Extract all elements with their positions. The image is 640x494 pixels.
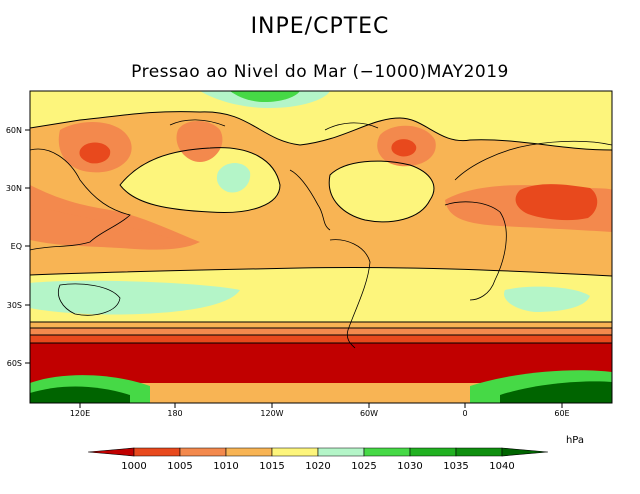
field-south-subtrop-1020-west — [30, 280, 240, 315]
legend-swatch — [501, 447, 549, 457]
lon-label: 120E — [70, 409, 90, 418]
legend-label: 1025 — [351, 461, 376, 472]
field-azores-high — [329, 161, 434, 222]
map-frame — [29, 90, 613, 404]
field-south-band-1010-1015 — [30, 322, 612, 328]
field-east-asia-low-core — [79, 142, 111, 164]
lat-label: 30S — [7, 301, 22, 310]
field-antarctic-high-west-core — [30, 386, 130, 403]
lon-label: 180 — [167, 409, 182, 418]
lat-label: EQ — [11, 242, 22, 251]
field-aleutian-low — [176, 121, 223, 162]
page-title: INPE/CPTEC — [250, 14, 390, 39]
isobars — [30, 111, 612, 344]
lat-label: 60S — [7, 359, 22, 368]
legend-swatch — [133, 447, 181, 457]
legend-label: 1035 — [443, 461, 468, 472]
field-antarctic-high-east-core — [500, 381, 612, 403]
lon-label: 0 — [462, 409, 467, 418]
color-legend: hPa 1000 1005 1010 1015 1020 1025 1030 1035 1040 — [87, 435, 584, 472]
legend-swatch — [87, 447, 135, 457]
coastlines — [30, 119, 612, 349]
lon-label: 120W — [260, 409, 283, 418]
field-south-subtrop-1020-atl — [504, 286, 590, 312]
legend-label: 1005 — [167, 461, 192, 472]
field-arctic-high-core — [230, 91, 300, 102]
field-south-asia-low — [515, 184, 598, 221]
legend-swatch — [363, 447, 411, 457]
lat-label: 60N — [6, 126, 22, 135]
field-south-band-1005-1010 — [30, 328, 612, 335]
field-trop-central — [30, 205, 200, 248]
lon-label: 60W — [360, 409, 378, 418]
field-pacific-high-core — [216, 163, 251, 193]
legend-label: 1000 — [121, 461, 146, 472]
legend-label: 1020 — [305, 461, 330, 472]
legend-unit: hPa — [566, 435, 584, 446]
legend-swatch — [271, 447, 319, 457]
legend-swatch — [317, 447, 365, 457]
field-iceland-low-core — [391, 139, 417, 157]
lat-axis: 60N 30N EQ 30S 60S — [6, 126, 30, 368]
legend-swatch — [179, 447, 227, 457]
lon-label: 60E — [554, 409, 569, 418]
field-north-1015-1020 — [30, 91, 612, 150]
legend-label: 1040 — [489, 461, 514, 472]
lat-label: 30N — [6, 184, 22, 193]
legend-label: 1015 — [259, 461, 284, 472]
legend-label: 1010 — [213, 461, 238, 472]
legend-swatch — [455, 447, 503, 457]
header: INPE/CPTEC Pressao ao Nivel do Mar (−100… — [0, 0, 640, 90]
field-south-band-1000-1005 — [30, 335, 612, 343]
legend-swatch — [225, 447, 273, 457]
legend-swatch — [409, 447, 457, 457]
map-subtitle: Pressao ao Nivel do Mar (−1000)MAY2019 — [131, 62, 509, 82]
lon-axis: 120E 180 120W 60W 0 60E — [70, 403, 570, 418]
legend-label: 1030 — [397, 461, 422, 472]
